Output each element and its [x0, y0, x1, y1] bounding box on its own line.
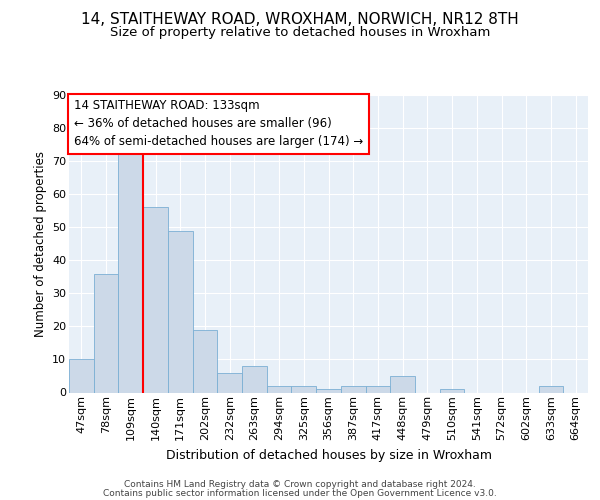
Bar: [440, 389, 464, 392]
Bar: [539, 386, 563, 392]
Bar: [390, 376, 415, 392]
Bar: [168, 230, 193, 392]
Bar: [292, 386, 316, 392]
Y-axis label: Number of detached properties: Number of detached properties: [34, 151, 47, 337]
Text: Contains public sector information licensed under the Open Government Licence v3: Contains public sector information licen…: [103, 489, 497, 498]
Bar: [94, 274, 118, 392]
Bar: [242, 366, 267, 392]
Bar: [267, 386, 292, 392]
Bar: [118, 148, 143, 392]
Bar: [365, 386, 390, 392]
Bar: [193, 330, 217, 392]
Bar: [69, 360, 94, 392]
X-axis label: Distribution of detached houses by size in Wroxham: Distribution of detached houses by size …: [166, 448, 491, 462]
Bar: [341, 386, 365, 392]
Text: 14, STAITHEWAY ROAD, WROXHAM, NORWICH, NR12 8TH: 14, STAITHEWAY ROAD, WROXHAM, NORWICH, N…: [81, 12, 519, 28]
Bar: [217, 372, 242, 392]
Bar: [143, 208, 168, 392]
Bar: [316, 389, 341, 392]
Text: 14 STAITHEWAY ROAD: 133sqm
← 36% of detached houses are smaller (96)
64% of semi: 14 STAITHEWAY ROAD: 133sqm ← 36% of deta…: [74, 100, 364, 148]
Text: Size of property relative to detached houses in Wroxham: Size of property relative to detached ho…: [110, 26, 490, 39]
Text: Contains HM Land Registry data © Crown copyright and database right 2024.: Contains HM Land Registry data © Crown c…: [124, 480, 476, 489]
